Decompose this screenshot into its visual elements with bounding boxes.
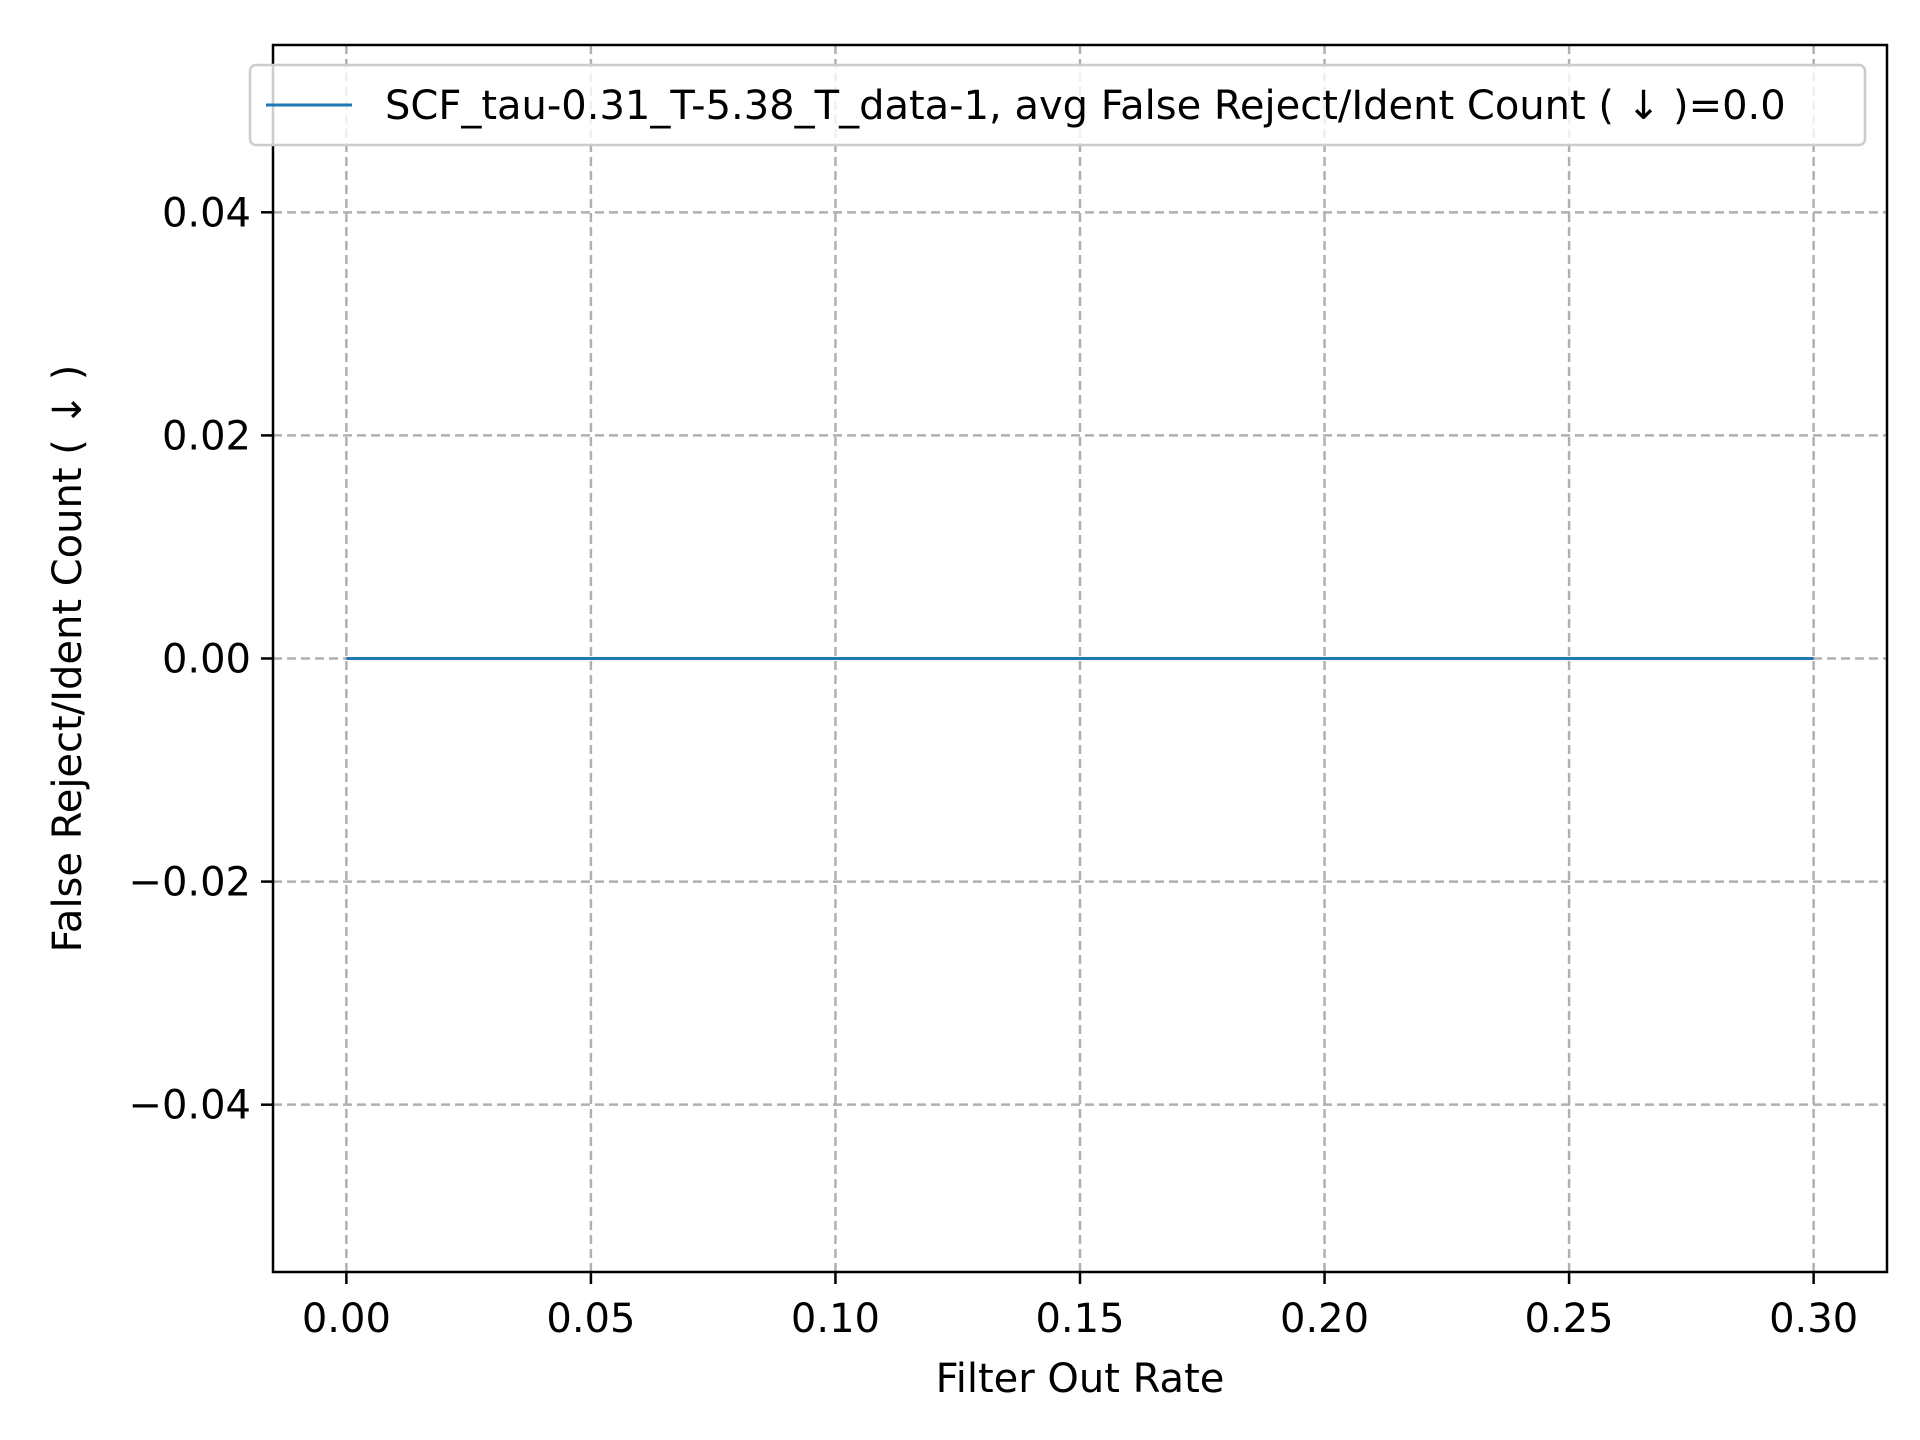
x-tick-label: 0.00 [302,1296,391,1342]
ticks: 0.00 0.05 0.10 0.15 0.20 0.25 0.30 −0.04 −0.02 0.… [128,190,1858,1342]
x-tick-label: 0.20 [1280,1296,1369,1342]
x-tick-label: 0.10 [791,1296,880,1342]
x-tick-label: 0.05 [546,1296,635,1342]
y-tick-label: −0.04 [128,1083,251,1129]
y-tick-label: 0.02 [162,413,251,459]
y-tick-label: 0.00 [162,637,251,683]
legend-box [248,63,1867,147]
y-tick-label: 0.04 [162,190,251,236]
grid [273,45,1887,1272]
legend-entry-label: SCF_tau-0.31_T-5.38_T_data-1, avg False … [385,83,1786,129]
x-tick-label: 0.30 [1769,1296,1858,1342]
y-axis-label: False Reject/Ident Count ( ↓ ) [45,365,91,953]
x-tick-label: 0.25 [1525,1296,1614,1342]
x-tick-label: 0.15 [1035,1296,1124,1342]
x-axis-label: Filter Out Rate [936,1356,1225,1402]
y-tick-label: −0.02 [128,860,251,906]
legend: SCF_tau-0.31_T-5.38_T_data-1, avg False … [248,63,1867,147]
